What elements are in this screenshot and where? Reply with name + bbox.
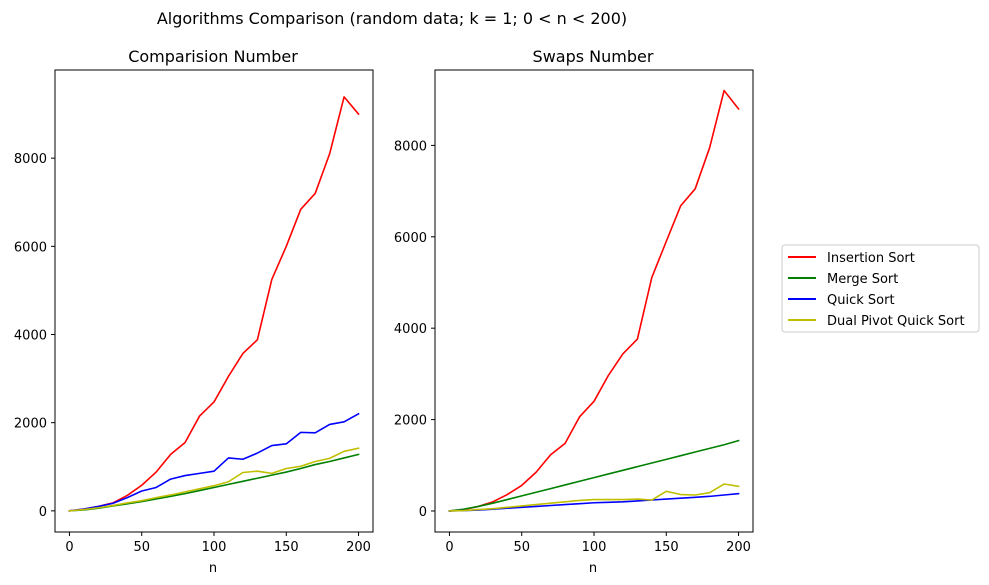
x-tick-label-chart-1: 200 [346,540,371,555]
x-tick-label-chart-2: 150 [654,540,679,555]
series-line-insertion-sort-chart-1 [68,96,360,512]
y-tick-label-chart-2: 8000 [394,139,427,154]
legend-label-dual-pivot-quick-sort: Dual Pivot Quick Sort [827,314,965,329]
legend-item-merge-sort: Merge Sort [788,272,898,287]
legend-frame [781,244,980,333]
x-tick-label-chart-1: 0 [65,540,73,555]
series-line-merge-sort-chart-2 [448,439,740,512]
x-tick-label-chart-1: 50 [133,540,150,555]
series-line-insertion-sort-chart-2 [448,89,740,512]
legend-label-quick-sort: Quick Sort [827,293,895,308]
x-tick-label-chart-2: 0 [445,540,453,555]
x-axis-label-comparison: n [209,561,217,576]
series-line-quick-sort-chart-1 [68,412,360,512]
y-tick-label-chart-1: 6000 [14,240,47,255]
y-tick-label-chart-1: 8000 [14,152,47,167]
x-tick-label-chart-2: 200 [726,540,751,555]
series-line-dual-pivot-quick-sort-chart-2 [448,483,740,512]
x-tick-label-chart-2: 50 [513,540,530,555]
x-tick-label-chart-1: 150 [274,540,299,555]
legend-item-quick-sort: Quick Sort [788,293,895,308]
y-tick-label-chart-1: 2000 [14,417,47,432]
legend-item-dual-pivot-quick-sort: Dual Pivot Quick Sort [788,314,965,329]
y-tick-label-chart-1: 0 [39,505,47,520]
chart-title-swaps: Swaps Number [533,47,654,66]
y-tick-label-chart-2: 2000 [394,414,427,429]
legend: Insertion Sort Merge Sort Quick Sort Dua… [781,244,980,333]
x-tick-label-chart-1: 100 [202,540,227,555]
chart-title-comparison: Comparision Number [128,47,298,66]
chart-swaps-number: Swaps Number n 0 50 100 150 2000200040006000… [394,47,754,576]
series-line-dual-pivot-quick-sort-chart-1 [68,447,360,512]
y-tick-label-chart-1: 4000 [14,329,47,344]
legend-label-insertion-sort: Insertion Sort [827,251,915,266]
legend-label-merge-sort: Merge Sort [827,272,898,287]
axes-frame-chart-2 [434,69,754,533]
legend-item-insertion-sort: Insertion Sort [788,251,915,266]
chart-comparison-number: Comparision Number n 0 50 100 150 2000200040… [14,47,374,576]
y-tick-label-chart-2: 0 [419,505,427,520]
figure-suptitle: Algorithms Comparison (random data; k = … [157,9,627,28]
y-tick-label-chart-2: 6000 [394,231,427,246]
y-tick-label-chart-2: 4000 [394,322,427,337]
x-axis-label-swaps: n [589,561,597,576]
x-tick-label-chart-2: 100 [582,540,607,555]
